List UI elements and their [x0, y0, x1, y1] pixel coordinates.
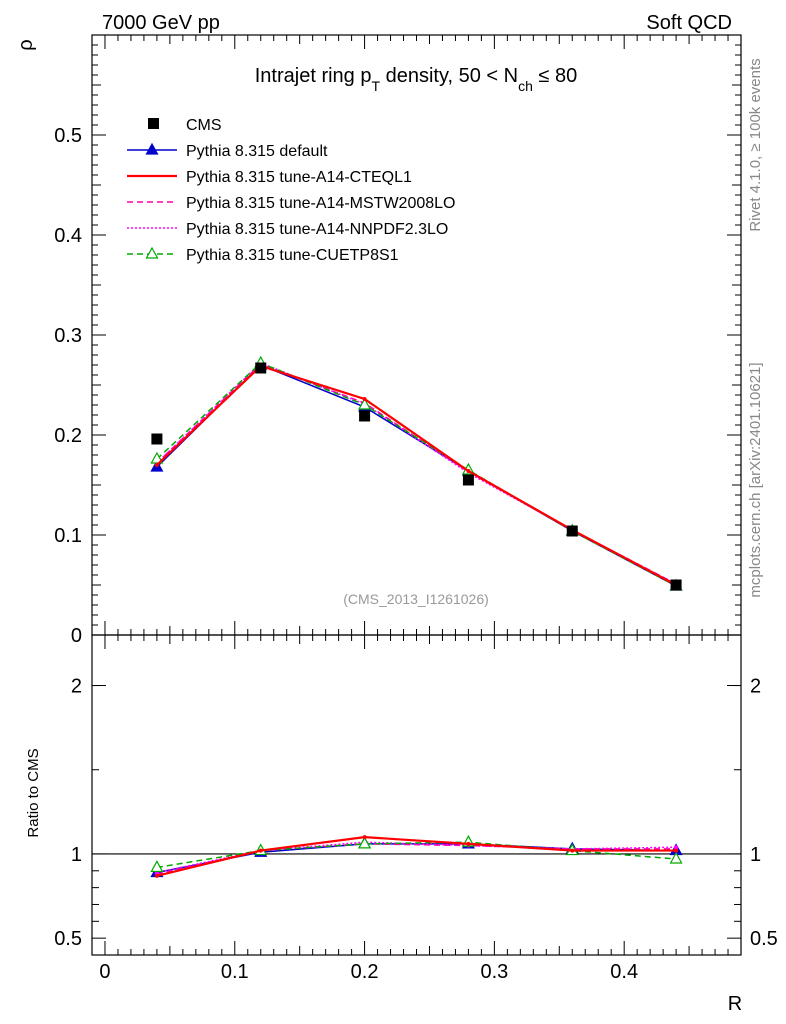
ratio-y-tick-label-right: 0.5 — [750, 928, 778, 950]
ratio-y-axis-label: Ratio to CMS — [25, 748, 42, 837]
series-point-1 — [154, 463, 159, 467]
x-tick-label: 0 — [99, 961, 110, 983]
ratio-point-1 — [570, 848, 575, 853]
x-tick-label: 0.2 — [351, 961, 379, 983]
cms-data-point — [566, 525, 578, 537]
series-point-1 — [362, 397, 367, 401]
series-line-4 — [156, 362, 677, 587]
legend: CMS Pythia 8.315 default Pythia 8.315 tu… — [127, 117, 455, 264]
title-sub-nch: ch — [518, 78, 533, 94]
ratio-point-1 — [154, 873, 159, 878]
x-axis-label: R — [728, 993, 742, 1015]
y-tick-label: 0 — [71, 625, 82, 647]
ratio-point-4 — [358, 836, 372, 849]
legend-marker-0 — [145, 142, 159, 155]
ratio-point-1 — [362, 835, 367, 840]
series-line-3 — [156, 362, 677, 585]
cms-data-point — [670, 579, 682, 591]
ratio-point-1 — [258, 848, 263, 853]
y-tick-label: 0.2 — [54, 425, 82, 447]
ratio-y-tick-label: 0.5 — [54, 928, 82, 950]
cms-data-point — [255, 362, 267, 374]
legend-label-cms: CMS — [186, 117, 222, 134]
title-end: ≤ 80 — [533, 65, 577, 87]
y-axis-label: ρ — [15, 39, 37, 50]
analysis-id-label: (CMS_2013_I1261026) — [343, 591, 489, 607]
ratio-y-tick-label-right: 2 — [750, 676, 761, 698]
ratio-point-1 — [674, 848, 679, 853]
header-left-label: 7000 GeV pp — [102, 12, 220, 34]
ratio-point-1 — [466, 841, 471, 846]
chart-title: Intrajet ring pT density, 50 < Nch ≤ 80 — [255, 65, 577, 94]
legend-marker-cms — [148, 118, 159, 129]
legend-marker-4 — [145, 246, 159, 259]
cms-data-point — [359, 410, 371, 422]
series-line-1 — [156, 364, 677, 586]
main-series-group — [150, 355, 683, 591]
ratio-series-group — [92, 834, 741, 878]
legend-label-mstw2008lo: Pythia 8.315 tune-A14-MSTW2008LO — [186, 195, 455, 212]
series-point-4 — [358, 397, 372, 410]
ratio-line-1 — [156, 836, 677, 877]
title-mid: density, 50 < N — [380, 65, 518, 87]
legend-label-cuetp8s1: Pythia 8.315 tune-CUETP8S1 — [186, 247, 399, 264]
ratio-y-tick-label: 1 — [71, 844, 82, 866]
y-tick-label: 0.4 — [54, 225, 82, 247]
legend-label-default: Pythia 8.315 default — [186, 143, 328, 160]
axis-ticks — [92, 34, 741, 956]
rivet-label: Rivet 4.1.0, ≥ 100k events — [747, 58, 764, 231]
y-tick-label: 0.1 — [54, 525, 82, 547]
legend-label-cteql1: Pythia 8.315 tune-A14-CTEQL1 — [186, 169, 412, 186]
ratio-point-4 — [669, 851, 683, 864]
mcplots-label: mcplots.cern.ch [arXiv:2401.10621] — [747, 362, 764, 597]
cms-data-point — [462, 474, 474, 486]
ratio-panel-frame — [91, 634, 742, 956]
ratio-point-3 — [674, 845, 679, 850]
ratio-line-2 — [156, 843, 677, 875]
ratio-point-4 — [150, 860, 164, 873]
legend-label-nnpdf23lo: Pythia 8.315 tune-A14-NNPDF2.3LO — [186, 221, 448, 238]
ratio-y-tick-label: 2 — [71, 676, 82, 698]
header-right-label: Soft QCD — [646, 12, 732, 34]
y-tick-label: 0.3 — [54, 325, 82, 347]
ratio-y-tick-label-right: 1 — [750, 844, 761, 866]
axis-tick-labels: 0 0.1 0.2 0.3 0.4 0 0.1 0.2 0.3 0.4 0.5 0.5 0.5 1 1 2 2 — [54, 125, 778, 983]
cms-data-point — [151, 433, 163, 445]
title-main: Intrajet ring p — [255, 65, 372, 87]
x-tick-label: 0.3 — [480, 961, 508, 983]
ratio-line-4 — [156, 841, 677, 869]
x-tick-label: 0.4 — [610, 961, 638, 983]
y-tick-label: 0.5 — [54, 125, 82, 147]
x-tick-label: 0.1 — [221, 961, 249, 983]
series-line-2 — [156, 363, 677, 585]
series-point-1 — [466, 469, 471, 473]
title-sub-pt: T — [371, 78, 380, 94]
series-line-0 — [156, 364, 677, 587]
